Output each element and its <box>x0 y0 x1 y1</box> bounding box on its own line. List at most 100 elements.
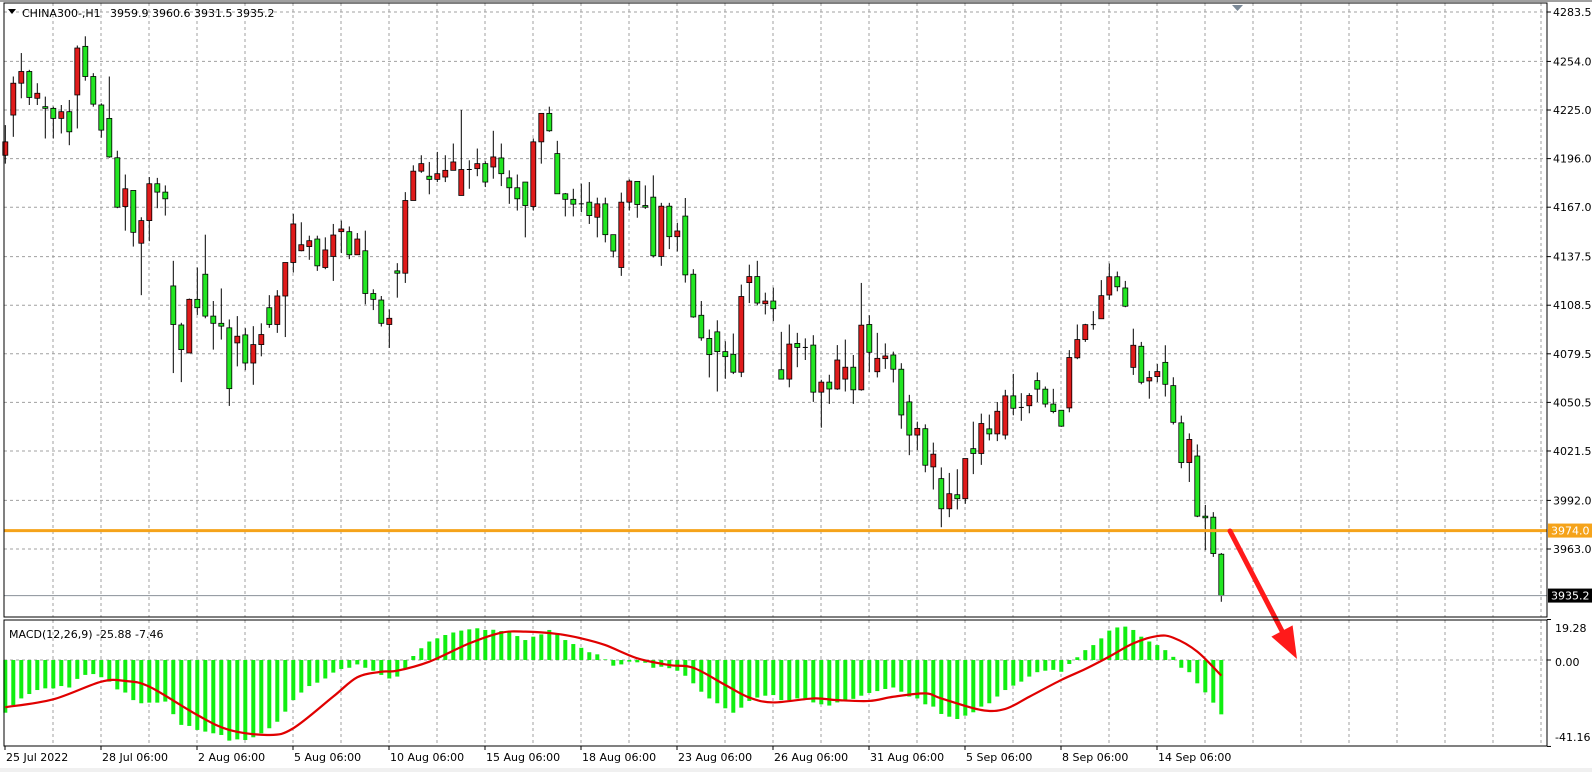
macd-bar <box>211 660 216 734</box>
candle <box>906 394 913 456</box>
horizontal-line-price-tag <box>1548 523 1592 538</box>
candle-body <box>1146 377 1153 382</box>
price-axis-label: 4283.5 <box>1553 6 1592 19</box>
candle-body <box>154 183 161 193</box>
macd-bar <box>27 660 32 695</box>
price-axis-label: 4021.5 <box>1553 445 1592 458</box>
candle-body <box>922 428 929 466</box>
macd-bar <box>491 629 496 660</box>
candle <box>82 36 89 81</box>
candle <box>634 180 641 218</box>
macd-bar <box>475 628 480 660</box>
candle <box>794 332 801 368</box>
candle <box>26 69 33 105</box>
macd-bar <box>683 660 688 676</box>
triangle-down-icon[interactable] <box>8 9 16 14</box>
candle-body <box>626 180 633 203</box>
macd-bar <box>195 660 200 730</box>
candle-body <box>354 238 361 256</box>
candle <box>218 288 225 340</box>
down-arrow[interactable] <box>1227 528 1297 659</box>
candle <box>546 106 553 132</box>
macd-bar <box>91 660 96 675</box>
candle-body <box>1058 409 1065 427</box>
candle <box>130 190 137 247</box>
candle-body <box>10 82 17 116</box>
macd-bar <box>507 632 512 660</box>
candle <box>698 301 705 341</box>
macd-bar <box>851 660 856 699</box>
macd-bar <box>219 660 224 735</box>
macd-bar <box>787 660 792 701</box>
candle <box>874 332 881 378</box>
candle-body <box>706 337 713 356</box>
candle-body <box>122 188 129 207</box>
macd-bar <box>123 660 128 693</box>
macd-bar <box>843 660 848 701</box>
time-axis-label: 2 Aug 06:00 <box>198 751 265 764</box>
candle-body <box>434 173 441 180</box>
candle-body <box>210 315 217 324</box>
candle <box>1138 341 1145 385</box>
macd-bar <box>163 660 168 702</box>
candle <box>962 458 969 504</box>
candle <box>1114 271 1121 292</box>
candle <box>738 284 745 378</box>
candle-body <box>1162 361 1169 385</box>
macd-bar <box>1091 645 1096 660</box>
candle-body <box>882 355 889 360</box>
chart-shift-marker-icon[interactable] <box>1232 5 1243 11</box>
macd-bar <box>131 660 136 701</box>
candle-body <box>826 381 833 390</box>
macd-bar <box>147 660 152 703</box>
candle <box>1202 504 1209 551</box>
candle <box>34 83 41 105</box>
macd-bar <box>1163 650 1168 660</box>
candle-body <box>346 231 353 256</box>
candle-body <box>658 205 665 257</box>
macd-bar <box>1059 660 1064 672</box>
macd-bar <box>315 660 320 683</box>
candle-body <box>26 71 33 98</box>
candle-body <box>282 262 289 297</box>
candle <box>714 320 721 392</box>
macd-bar <box>371 660 376 671</box>
macd-signal-line <box>5 630 1223 737</box>
macd-bar <box>611 660 616 666</box>
macd-bar <box>411 656 416 660</box>
time-axis-label: 23 Aug 06:00 <box>678 751 752 764</box>
candle <box>1122 280 1129 308</box>
candle <box>826 374 833 404</box>
candle-body <box>682 215 689 276</box>
macd-bar <box>387 660 392 679</box>
candle-body <box>506 177 513 189</box>
candle <box>354 232 361 256</box>
macd-bar <box>779 660 784 701</box>
candle-body <box>610 234 617 252</box>
candle <box>842 339 849 392</box>
candle-body <box>66 111 73 133</box>
candle-body <box>642 205 649 208</box>
macd-bar <box>179 660 184 725</box>
candle-body <box>58 111 65 119</box>
macd-bar <box>275 660 280 722</box>
candle <box>858 282 865 391</box>
candle <box>530 138 537 211</box>
macd-bar <box>819 660 824 705</box>
candle <box>994 402 1001 442</box>
candle-body <box>1130 344 1137 368</box>
macd-bar <box>987 660 992 704</box>
macd-bar <box>595 654 600 660</box>
macd-bar <box>763 660 768 696</box>
candle <box>970 421 977 475</box>
candle-body <box>906 401 913 436</box>
candle-body <box>306 240 313 247</box>
candle-body <box>1122 287 1129 307</box>
candle-body <box>474 163 481 170</box>
candle <box>1010 373 1017 416</box>
candle <box>458 110 465 196</box>
macd-bar <box>1219 660 1224 715</box>
time-axis-label: 5 Aug 06:00 <box>294 751 361 764</box>
candle-body <box>842 366 849 380</box>
